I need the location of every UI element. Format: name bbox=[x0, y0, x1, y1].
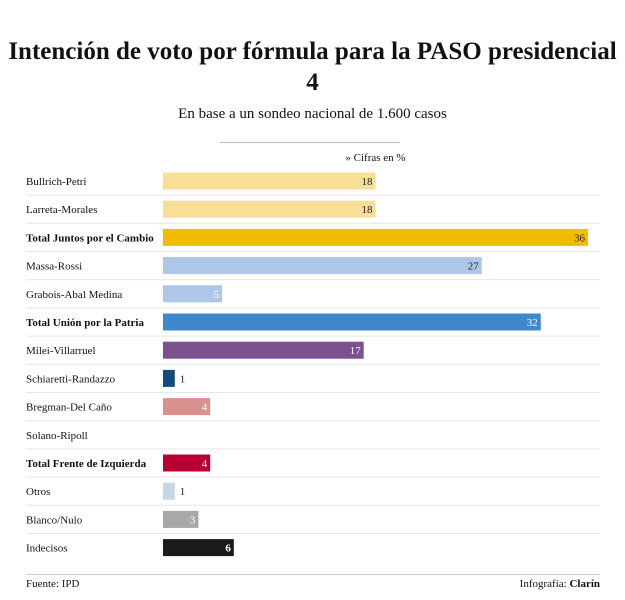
category-label: Bullrich-Petri bbox=[26, 176, 87, 188]
bar bbox=[163, 172, 376, 190]
bar bbox=[163, 228, 588, 246]
value-label: 6 bbox=[225, 543, 231, 555]
category-label: Otros bbox=[26, 486, 50, 498]
bar bbox=[163, 285, 223, 303]
bar bbox=[163, 454, 211, 472]
value-label: 4 bbox=[202, 402, 208, 414]
category-label: Solano-Ripoll bbox=[26, 430, 88, 442]
category-label: Total Frente de Izquierda bbox=[26, 458, 147, 470]
bar bbox=[163, 510, 199, 528]
category-label: Bregman-Del Caño bbox=[26, 402, 112, 414]
credit-label: Infografía: bbox=[519, 578, 567, 590]
value-label: 1 bbox=[180, 373, 186, 385]
bar bbox=[163, 482, 175, 500]
value-label: 18 bbox=[362, 204, 374, 216]
category-label: Grabois-Abal Medina bbox=[26, 289, 122, 301]
bar-chart: Bullrich-Petri 18 Larreta-Morales 18 Total J… bbox=[26, 172, 600, 557]
chart-title: Intención de voto por fórmula para la PA… bbox=[8, 38, 617, 96]
category-label: Milei-Villarruel bbox=[26, 345, 96, 357]
category-label: Indecisos bbox=[26, 543, 68, 555]
value-label: 4 bbox=[202, 458, 208, 470]
chart-subtitle: En base a un sondeo nacional de 1.600 ca… bbox=[178, 106, 447, 122]
source-note: Fuente: IPD bbox=[26, 578, 80, 590]
units-note: » Cifras en % bbox=[345, 152, 406, 164]
footer-divider bbox=[26, 574, 600, 575]
bar bbox=[163, 341, 364, 359]
value-label: 18 bbox=[362, 176, 374, 188]
category-label: Schiaretti-Randazzo bbox=[26, 373, 116, 385]
category-label: Massa-Rossi bbox=[26, 261, 82, 273]
bar bbox=[163, 313, 541, 331]
bar bbox=[163, 200, 376, 218]
category-label: Total Unión por la Patria bbox=[26, 317, 144, 329]
bar bbox=[163, 539, 234, 557]
bar bbox=[163, 398, 211, 416]
value-label: 5 bbox=[214, 289, 220, 301]
bar bbox=[163, 257, 482, 275]
credit-note: Infografía: Clarín bbox=[520, 578, 600, 590]
category-label: Blanco/Nulo bbox=[26, 514, 83, 526]
value-label: 32 bbox=[527, 317, 538, 329]
category-label: Total Juntos por el Cambio bbox=[26, 232, 154, 244]
value-label: 1 bbox=[180, 486, 186, 498]
value-label: 17 bbox=[350, 345, 362, 357]
value-label: 36 bbox=[574, 232, 586, 244]
bar bbox=[163, 369, 175, 387]
credit-brand: Clarín bbox=[569, 578, 600, 590]
category-label: Larreta-Morales bbox=[26, 204, 97, 216]
value-label: 3 bbox=[190, 514, 196, 526]
title-divider bbox=[220, 142, 400, 143]
value-label: 27 bbox=[468, 261, 480, 273]
